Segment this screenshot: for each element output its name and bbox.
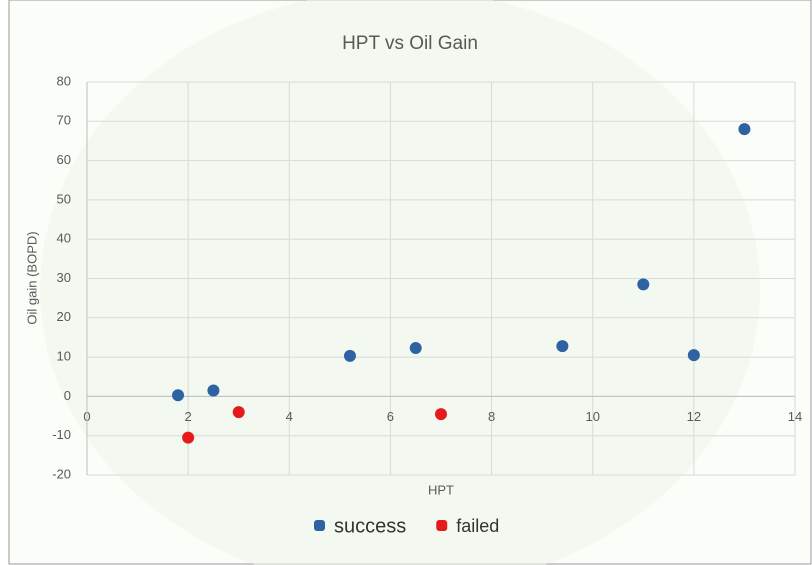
y-axis-label: Oil gain (BOPD) [24,231,39,324]
x-tick-label: 6 [387,409,394,424]
point [409,342,422,355]
y-tick-label: 30 [57,270,71,285]
y-tick-label: 50 [57,191,71,206]
x-tick-label: 2 [185,409,192,424]
point [435,408,447,421]
y-tick-label: 80 [57,73,71,88]
y-tick-label: 60 [57,152,71,167]
point [738,123,751,136]
x-tick-label: 10 [585,409,599,424]
x-tick-label: 12 [687,409,701,424]
chart-title: HPT vs Oil Gain [342,33,478,54]
y-tick-label: 0 [64,388,71,403]
legend-swatch [314,520,325,531]
x-tick-label: 8 [488,409,495,424]
watermark [40,0,760,565]
y-tick-label: 20 [57,309,71,324]
y-tick-label: 70 [57,113,71,128]
y-tick-label: 40 [57,231,71,246]
legend-swatch [436,520,448,531]
y-tick-label: -10 [52,427,71,442]
y-tick-label: -20 [52,466,71,481]
legend-label: failed [456,516,499,536]
legend: success failed [314,515,499,537]
x-axis-label: HPT [428,482,454,497]
point [556,340,569,353]
point [207,384,220,397]
point [637,278,650,291]
point [687,349,700,362]
x-tick-label: 14 [788,409,802,424]
y-tick-label: 10 [57,349,71,364]
point [182,431,195,444]
point [343,349,356,362]
legend-label: success [334,515,406,537]
point [232,406,245,419]
x-tick-label: 4 [286,409,293,424]
point [172,389,185,402]
